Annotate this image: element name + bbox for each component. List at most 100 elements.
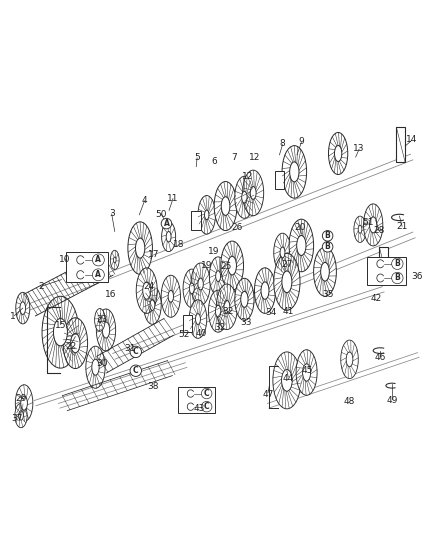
Text: B: B [325, 231, 331, 240]
Ellipse shape [191, 263, 210, 305]
Circle shape [392, 258, 403, 270]
Text: B: B [325, 243, 331, 251]
Text: A: A [163, 219, 170, 228]
Ellipse shape [215, 271, 221, 281]
Text: B: B [395, 259, 400, 268]
Ellipse shape [341, 340, 358, 378]
Ellipse shape [221, 197, 230, 215]
Text: 10: 10 [59, 255, 71, 264]
Text: B: B [395, 273, 400, 282]
Bar [275, 171, 284, 189]
Bar [396, 127, 405, 162]
Text: 31: 31 [125, 344, 136, 353]
Text: C: C [133, 366, 138, 375]
Text: 12: 12 [249, 152, 261, 161]
Text: 47: 47 [262, 390, 274, 399]
Ellipse shape [189, 283, 194, 294]
Text: 51: 51 [362, 218, 374, 227]
Ellipse shape [221, 241, 244, 290]
Text: 41: 41 [283, 306, 294, 316]
Ellipse shape [358, 225, 362, 233]
Text: 8: 8 [279, 139, 286, 148]
Ellipse shape [254, 268, 276, 313]
Text: 26: 26 [232, 223, 243, 232]
Ellipse shape [250, 187, 256, 199]
Text: 20: 20 [294, 223, 306, 231]
Ellipse shape [135, 238, 145, 258]
Ellipse shape [290, 162, 299, 182]
Circle shape [201, 401, 212, 412]
Ellipse shape [214, 182, 237, 231]
Ellipse shape [282, 369, 292, 391]
Text: 37: 37 [11, 415, 22, 423]
Ellipse shape [241, 292, 248, 308]
Text: 25: 25 [220, 262, 231, 271]
Circle shape [130, 346, 141, 358]
Bar [183, 314, 192, 332]
Text: 17: 17 [148, 250, 160, 259]
Text: 19: 19 [201, 261, 213, 270]
Ellipse shape [183, 269, 201, 308]
Ellipse shape [274, 253, 300, 310]
Ellipse shape [42, 296, 79, 368]
Text: 21: 21 [396, 222, 408, 231]
Ellipse shape [273, 352, 301, 409]
Ellipse shape [195, 313, 201, 325]
Circle shape [92, 254, 104, 266]
Ellipse shape [328, 133, 348, 174]
Ellipse shape [205, 210, 209, 220]
Text: 14: 14 [406, 135, 417, 144]
Ellipse shape [53, 319, 67, 346]
Text: 6: 6 [212, 157, 218, 166]
Ellipse shape [161, 275, 180, 317]
Ellipse shape [261, 282, 269, 299]
Text: 32: 32 [214, 324, 226, 332]
Ellipse shape [102, 322, 110, 338]
Text: C: C [204, 402, 209, 411]
Circle shape [92, 269, 104, 281]
Circle shape [322, 231, 333, 241]
Ellipse shape [289, 219, 314, 272]
Ellipse shape [95, 309, 105, 332]
Ellipse shape [242, 191, 247, 203]
Circle shape [161, 219, 172, 229]
Ellipse shape [96, 309, 116, 351]
Text: 45: 45 [302, 366, 313, 375]
Circle shape [392, 272, 403, 284]
Ellipse shape [209, 257, 227, 295]
Bar [191, 211, 201, 230]
Ellipse shape [198, 278, 203, 290]
Text: 27: 27 [281, 260, 293, 269]
Ellipse shape [216, 284, 237, 329]
Circle shape [130, 365, 141, 376]
Text: 12: 12 [242, 172, 253, 181]
Text: 36: 36 [411, 272, 423, 281]
Text: 19: 19 [208, 247, 219, 256]
Ellipse shape [19, 411, 23, 420]
Ellipse shape [296, 350, 317, 395]
Circle shape [201, 388, 212, 399]
Ellipse shape [282, 146, 307, 198]
Text: 33: 33 [240, 318, 252, 327]
Ellipse shape [143, 282, 151, 299]
Ellipse shape [354, 216, 366, 243]
Ellipse shape [162, 222, 176, 252]
Ellipse shape [150, 300, 155, 310]
Ellipse shape [71, 334, 80, 353]
Ellipse shape [63, 318, 88, 368]
Ellipse shape [20, 302, 25, 314]
Ellipse shape [92, 359, 99, 375]
Text: 42: 42 [370, 294, 381, 303]
Text: 48: 48 [344, 397, 355, 406]
Text: 50: 50 [155, 211, 167, 219]
Bar [367, 257, 406, 285]
Ellipse shape [314, 247, 336, 296]
Text: 30: 30 [96, 359, 107, 368]
Ellipse shape [21, 396, 28, 410]
Ellipse shape [243, 170, 264, 216]
Ellipse shape [136, 268, 157, 313]
Ellipse shape [321, 262, 329, 281]
Ellipse shape [15, 385, 33, 422]
Text: C: C [204, 389, 209, 398]
Ellipse shape [282, 271, 292, 293]
